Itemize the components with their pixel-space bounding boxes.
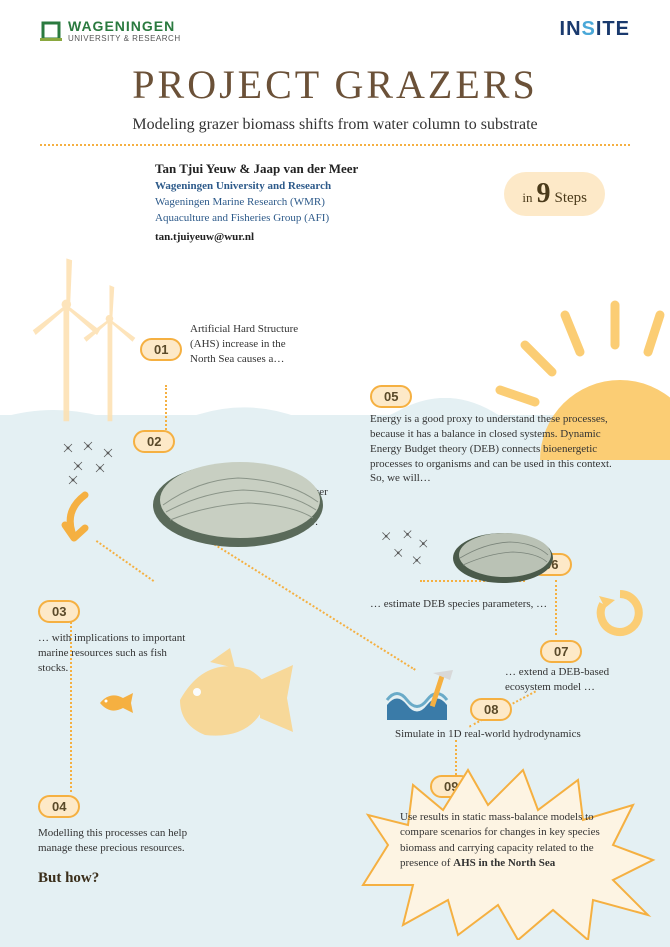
steps-badge: in 9 Steps: [504, 172, 605, 216]
badge-in: in: [522, 190, 532, 205]
step-03-number: 03: [38, 600, 80, 623]
cycle-icon: [595, 588, 645, 638]
step-09-text: Use results in static mass-balance model…: [400, 810, 610, 872]
step-05-text: Energy is a good proxy to understand the…: [370, 412, 620, 486]
hydrodynamics-icon: [385, 670, 460, 725]
step-07-text: … extend a DEB-based ecosystem model …: [505, 665, 645, 695]
curved-arrow-icon: [60, 490, 110, 550]
wageningen-subtitle: UNIVERSITY & RESEARCH: [68, 34, 181, 43]
step-01-text: Artificial Hard Structure (AHS) increase…: [190, 322, 310, 367]
fish-small-icon: [95, 688, 135, 718]
step-04-number: 04: [38, 795, 80, 818]
step-07: 07: [540, 640, 582, 663]
step-03-text: … with implications to important marine …: [38, 631, 188, 676]
badge-number: 9: [536, 178, 550, 209]
plankton-swarm-icon-2: [375, 525, 440, 571]
step-05-number: 05: [370, 385, 412, 408]
header: WAGENINGEN UNIVERSITY & RESEARCH INSITE: [0, 0, 670, 43]
step-08: 08: [470, 698, 512, 721]
plankton-swarm-icon: [58, 438, 128, 488]
insite-pre: IN: [560, 18, 582, 40]
step-04-text: Modelling this processes can help manage…: [38, 826, 208, 856]
author-email: tan.tjuiyeuw@wur.nl: [155, 230, 670, 246]
step-07-number: 07: [540, 640, 582, 663]
mussel-icon-2: [445, 525, 555, 585]
main-title: PROJECT GRAZERS: [0, 61, 670, 108]
step-03: 03 … with implications to important mari…: [38, 600, 188, 676]
step-05: 05 Energy is a good proxy to understand …: [370, 385, 620, 486]
step-09-text-bold: AHS in the North Sea: [453, 857, 555, 869]
step-08-text: Simulate in 1D real-world hydrodynamics: [395, 728, 615, 740]
connector-line: [165, 385, 167, 430]
badge-steps: Steps: [554, 190, 587, 206]
wind-turbine-icon: [28, 245, 143, 425]
insite-post: ITE: [596, 18, 630, 40]
insite-logo: INSITE: [560, 18, 630, 41]
wageningen-logo: WAGENINGEN UNIVERSITY & RESEARCH: [40, 18, 181, 43]
but-how-text: But how?: [38, 870, 99, 887]
step-01: 01 Artificial Hard Structure (AHS) incre…: [140, 322, 310, 367]
step-04: 04 Modelling this processes can help man…: [38, 795, 208, 856]
insite-s: S: [582, 18, 596, 40]
step-06-text: … estimate DEB species parameters, …: [370, 598, 600, 610]
subtitle: Modeling grazer biomass shifts from wate…: [40, 116, 630, 146]
mussel-icon: [138, 450, 328, 550]
wageningen-logo-icon: [40, 20, 62, 42]
step-01-number: 01: [140, 338, 182, 361]
step-08-number: 08: [470, 698, 512, 721]
wageningen-name: WAGENINGEN: [68, 18, 181, 34]
